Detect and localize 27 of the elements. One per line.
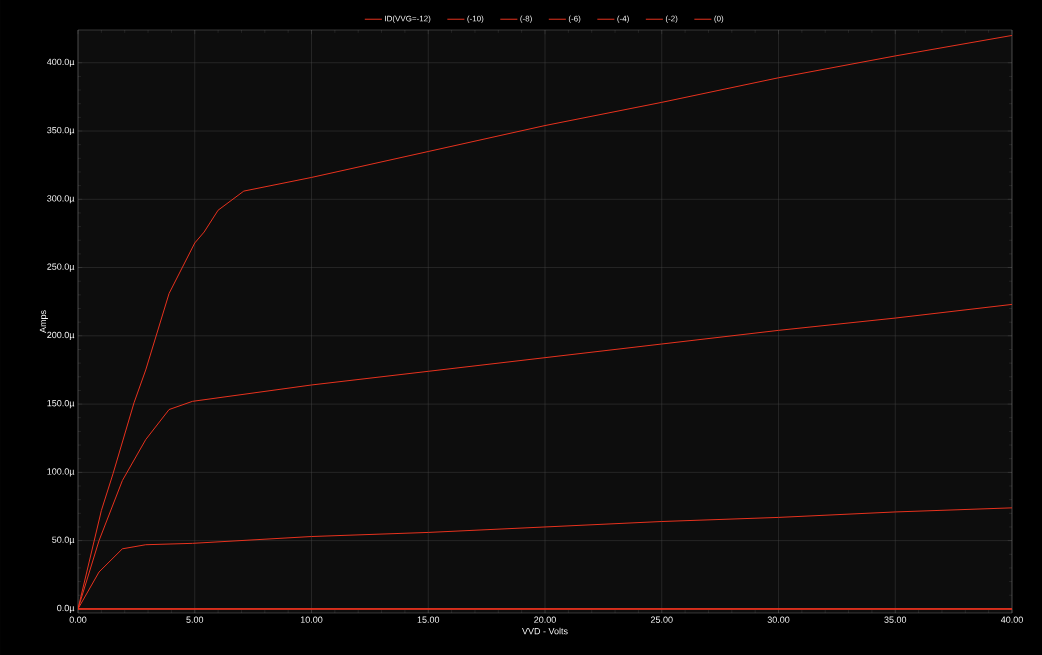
legend-label: (-2) [665, 15, 678, 24]
y-tick-label: 400.0µ [46, 58, 75, 67]
y-tick-label: 250.0µ [47, 263, 75, 272]
x-tick-label: 30.00 [767, 616, 790, 623]
legend-label: (-4) [617, 15, 629, 24]
x-tick-label: 40.00 [1000, 616, 1023, 623]
x-axis-title: VVD - Volts [522, 627, 568, 635]
x-tick-label: 0.00 [69, 616, 87, 623]
y-tick-label: 0.0µ [57, 604, 75, 613]
y-axis-title: Amps [39, 310, 48, 333]
legend-label: (-8) [520, 15, 532, 24]
y-tick-label: 200.0µ [47, 331, 75, 340]
x-tick-label: 20.00 [534, 616, 556, 623]
y-tick-label: 300.0µ [47, 195, 75, 204]
x-tick-label: 15.00 [417, 616, 440, 623]
x-tick-label: 5.00 [186, 616, 204, 623]
y-tick-label: 350.0µ [47, 126, 75, 136]
x-tick-label: 25.00 [650, 616, 673, 623]
legend-label: ID(VVG=-12) [385, 15, 431, 24]
x-tick-label: 35.00 [884, 616, 907, 623]
legend-label: (0) [714, 15, 724, 24]
y-tick-label: 150.0µ [47, 400, 75, 409]
x-tick-label: 10.00 [300, 616, 323, 623]
y-tick-label: 100.0µ [47, 468, 75, 477]
legend-label: (-10) [467, 15, 484, 24]
legend-label: (-6) [568, 15, 581, 24]
y-tick-label: 50.0µ [52, 536, 75, 545]
